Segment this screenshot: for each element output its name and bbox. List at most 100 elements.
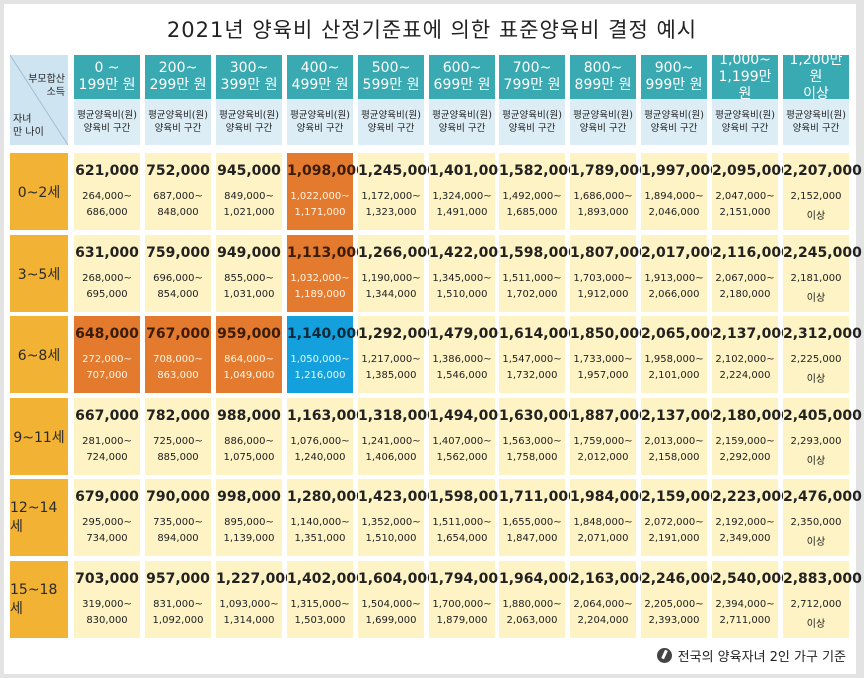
range-start: 2,072,000~ <box>644 517 704 528</box>
range-start: 708,000~ <box>153 354 203 365</box>
range-end: 1,406,000 <box>365 452 417 463</box>
average-cost: 2,180,000 <box>712 408 791 424</box>
age-group-header: 15~18세 <box>10 561 68 638</box>
average-cost: 759,000 <box>146 245 210 261</box>
sub-header-avg-label: 평균양육비(원) <box>786 110 846 121</box>
average-cost: 949,000 <box>217 245 281 261</box>
sub-header-range-label: 양육비 구간 <box>225 123 273 134</box>
range-start: 725,000~ <box>153 436 203 447</box>
table-cell: 1,630,000 1,563,000~ 1,758,000 <box>499 398 578 475</box>
range-start: 1,076,000~ <box>290 436 350 447</box>
range-start: 1,324,000~ <box>432 191 492 202</box>
income-bracket-line2: 499만 원 <box>291 77 349 93</box>
range-start: 1,655,000~ <box>502 517 562 528</box>
range-end: 1,546,000 <box>436 370 488 381</box>
range-end: 2,158,000 <box>648 452 700 463</box>
income-bracket-line1: 700~ <box>512 60 552 76</box>
income-bracket-header: 1,000~ 1,199만 원 평균양육비(원) 양육비 구간 <box>712 51 778 145</box>
range-start: 886,000~ <box>224 436 274 447</box>
table-cell: 752,000 687,000~ 848,000 <box>145 153 211 230</box>
table-cell: 2,540,000 2,394,000~ 2,711,000 <box>712 561 791 638</box>
diagonal-divider <box>10 55 68 145</box>
average-cost: 2,312,000 <box>783 326 862 342</box>
range-end: 1,216,000 <box>294 370 346 381</box>
sub-header-avg-label: 평균양육비(원) <box>502 110 562 121</box>
average-cost: 1,887,000 <box>570 408 649 424</box>
income-bracket-line1: 1,000~ <box>719 51 771 68</box>
table-cell: 2,163,000 2,064,000~ 2,204,000 <box>570 561 649 638</box>
range-start: 2,293,000 <box>790 436 842 447</box>
table-cell: 790,000 735,000~ 894,000 <box>145 479 211 556</box>
income-bracket-label: 1,000~ 1,199만 원 <box>712 51 778 102</box>
average-cost: 2,245,000 <box>783 245 862 261</box>
average-cost: 2,017,000 <box>641 245 720 261</box>
range-end: 2,012,000 <box>577 452 629 463</box>
table-cell: 1,494,000 1,407,000~ 1,562,000 <box>429 398 508 475</box>
income-bracket-line2: 899만 원 <box>574 77 632 93</box>
table-cell: 2,883,000 2,712,000 이상 <box>783 561 862 638</box>
table-cell: 1,887,000 1,759,000~ 2,012,000 <box>570 398 649 475</box>
table-cell: 621,000 264,000~ 686,000 <box>74 153 140 230</box>
income-bracket-line2: 399만 원 <box>220 77 278 93</box>
average-cost: 752,000 <box>146 163 210 179</box>
table-cell: 2,137,000 2,013,000~ 2,158,000 <box>641 398 720 475</box>
footer-text: 전국의 양육자녀 2인 가구 기준 <box>677 650 846 665</box>
average-cost: 1,422,000 <box>429 245 508 261</box>
range-end: 707,000 <box>86 370 128 381</box>
range-start: 295,000~ <box>82 517 132 528</box>
sub-header-avg-label: 평균양육비(원) <box>290 110 350 121</box>
range-end: 848,000 <box>157 207 199 218</box>
range-end: 2,071,000 <box>577 533 629 544</box>
average-cost: 1,984,000 <box>570 489 649 505</box>
sub-header-range-label: 양육비 구간 <box>367 123 415 134</box>
range-end: 2,292,000 <box>719 452 771 463</box>
sub-header: 평균양육비(원) 양육비 구간 <box>712 99 778 145</box>
range-start: 1,315,000~ <box>290 599 350 610</box>
average-cost: 782,000 <box>146 408 210 424</box>
table-cell: 957,000 831,000~ 1,092,000 <box>145 561 211 638</box>
table-cell: 1,582,000 1,492,000~ 1,685,000 <box>499 153 578 230</box>
average-cost: 1,494,000 <box>429 408 508 424</box>
average-cost: 945,000 <box>217 163 281 179</box>
income-bracket-line1: 800~ <box>583 60 623 76</box>
table-cell: 1,098,000 1,022,000~ 1,171,000 <box>287 153 366 230</box>
table-cell: 679,000 295,000~ 734,000 <box>74 479 140 556</box>
average-cost: 1,098,000 <box>287 163 366 179</box>
table-cell: 945,000 849,000~ 1,021,000 <box>216 153 282 230</box>
table-cell: 2,245,000 2,181,000 이상 <box>783 235 862 312</box>
table-cell: 782,000 725,000~ 885,000 <box>145 398 211 475</box>
range-start: 1,172,000~ <box>361 191 421 202</box>
table-cell: 988,000 886,000~ 1,075,000 <box>216 398 282 475</box>
range-start: 1,050,000~ <box>290 354 350 365</box>
range-start: 268,000~ <box>82 273 132 284</box>
range-end: 2,191,000 <box>648 533 700 544</box>
range-start: 264,000~ <box>82 191 132 202</box>
range-start: 1,547,000~ <box>502 354 562 365</box>
age-group-header: 6~8세 <box>10 316 68 393</box>
average-cost: 1,807,000 <box>570 245 649 261</box>
age-group-header: 12~14세 <box>10 479 68 556</box>
range-end: 1,385,000 <box>365 370 417 381</box>
average-cost: 1,227,000 <box>216 571 295 587</box>
sub-header: 평균양육비(원) 양육비 구간 <box>570 99 636 145</box>
range-start: 2,225,000 <box>790 354 842 365</box>
table-cell: 1,245,000 1,172,000~ 1,323,000 <box>358 153 437 230</box>
range-end: 2,180,000 <box>719 289 771 300</box>
table-cell: 1,140,000 1,050,000~ 1,216,000 <box>287 316 366 393</box>
range-start: 1,686,000~ <box>573 191 633 202</box>
age-group-header: 0~2세 <box>10 153 68 230</box>
income-bracket-label: 400~ 499만 원 <box>287 55 353 99</box>
range-start: 1,733,000~ <box>573 354 633 365</box>
average-cost: 1,401,000 <box>429 163 508 179</box>
income-bracket-header: 600~ 699만 원 평균양육비(원) 양육비 구간 <box>429 55 495 145</box>
range-end: 1,654,000 <box>436 533 488 544</box>
range-start: 1,700,000~ <box>432 599 492 610</box>
average-cost: 1,113,000 <box>287 245 366 261</box>
range-start: 687,000~ <box>153 191 203 202</box>
average-cost: 1,402,000 <box>287 571 366 587</box>
income-bracket-line2: 이상 <box>803 85 829 102</box>
average-cost: 790,000 <box>146 489 210 505</box>
average-cost: 2,163,000 <box>570 571 649 587</box>
table-cell: 2,095,000 2,047,000~ 2,151,000 <box>712 153 791 230</box>
income-bracket-line2: 999만 원 <box>645 77 703 93</box>
